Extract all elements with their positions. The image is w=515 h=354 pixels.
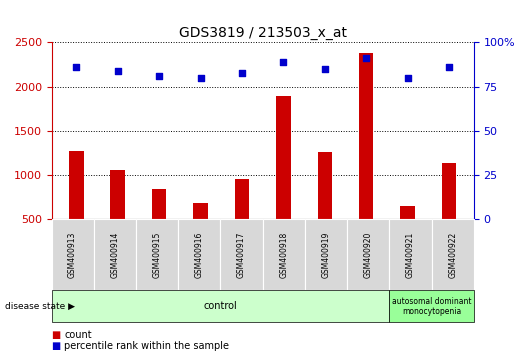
- Point: [321, 66, 329, 72]
- Point: [403, 75, 411, 81]
- Point: [72, 64, 80, 70]
- Text: ■: ■: [52, 341, 61, 351]
- Bar: [111, 170, 125, 264]
- Bar: [193, 202, 208, 264]
- Bar: [235, 179, 249, 264]
- Point: [362, 56, 370, 61]
- Text: percentile rank within the sample: percentile rank within the sample: [64, 341, 229, 351]
- Text: GSM400914: GSM400914: [110, 232, 119, 278]
- Point: [114, 68, 122, 74]
- Text: GSM400915: GSM400915: [152, 232, 162, 278]
- Text: control: control: [203, 301, 237, 311]
- Text: GSM400919: GSM400919: [321, 232, 331, 278]
- Text: disease state ▶: disease state ▶: [5, 302, 75, 311]
- Bar: [276, 96, 290, 264]
- Bar: [400, 206, 415, 264]
- Point: [196, 75, 204, 81]
- Bar: [359, 53, 373, 264]
- Text: autosomal dominant
monocytopenia: autosomal dominant monocytopenia: [392, 297, 471, 316]
- Text: GSM400922: GSM400922: [448, 232, 457, 278]
- Text: ■: ■: [52, 330, 61, 339]
- Text: GSM400917: GSM400917: [237, 232, 246, 278]
- Text: GSM400913: GSM400913: [68, 232, 77, 278]
- Bar: [318, 152, 332, 264]
- Point: [279, 59, 287, 65]
- Bar: [442, 163, 456, 264]
- Text: GSM400916: GSM400916: [195, 232, 204, 278]
- Point: [155, 73, 163, 79]
- Point: [238, 70, 246, 75]
- Text: GSM400921: GSM400921: [406, 232, 415, 278]
- Text: GSM400918: GSM400918: [279, 232, 288, 278]
- Title: GDS3819 / 213503_x_at: GDS3819 / 213503_x_at: [179, 26, 347, 40]
- Text: count: count: [64, 330, 92, 339]
- Bar: [69, 152, 83, 264]
- Bar: [152, 189, 166, 264]
- Text: GSM400920: GSM400920: [364, 232, 373, 278]
- Point: [445, 64, 453, 70]
